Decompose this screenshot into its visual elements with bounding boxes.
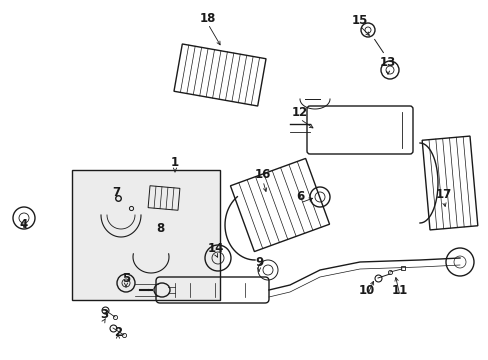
Text: 12: 12 xyxy=(291,107,307,120)
Text: 17: 17 xyxy=(435,189,451,202)
Text: 7: 7 xyxy=(112,186,120,199)
Text: 16: 16 xyxy=(254,168,271,181)
Bar xyxy=(72,170,220,300)
Text: 14: 14 xyxy=(207,242,224,255)
Text: 1: 1 xyxy=(171,157,179,170)
Text: 10: 10 xyxy=(358,284,374,297)
Text: 15: 15 xyxy=(351,13,367,27)
Text: 18: 18 xyxy=(200,12,216,24)
Text: 4: 4 xyxy=(20,217,28,230)
Text: 11: 11 xyxy=(391,284,407,297)
Text: 6: 6 xyxy=(295,190,304,203)
Text: 9: 9 xyxy=(254,256,263,270)
Text: 13: 13 xyxy=(379,57,395,69)
Text: 2: 2 xyxy=(114,327,122,339)
Text: 8: 8 xyxy=(156,221,164,234)
Text: 3: 3 xyxy=(100,309,108,321)
Text: 5: 5 xyxy=(122,271,130,284)
